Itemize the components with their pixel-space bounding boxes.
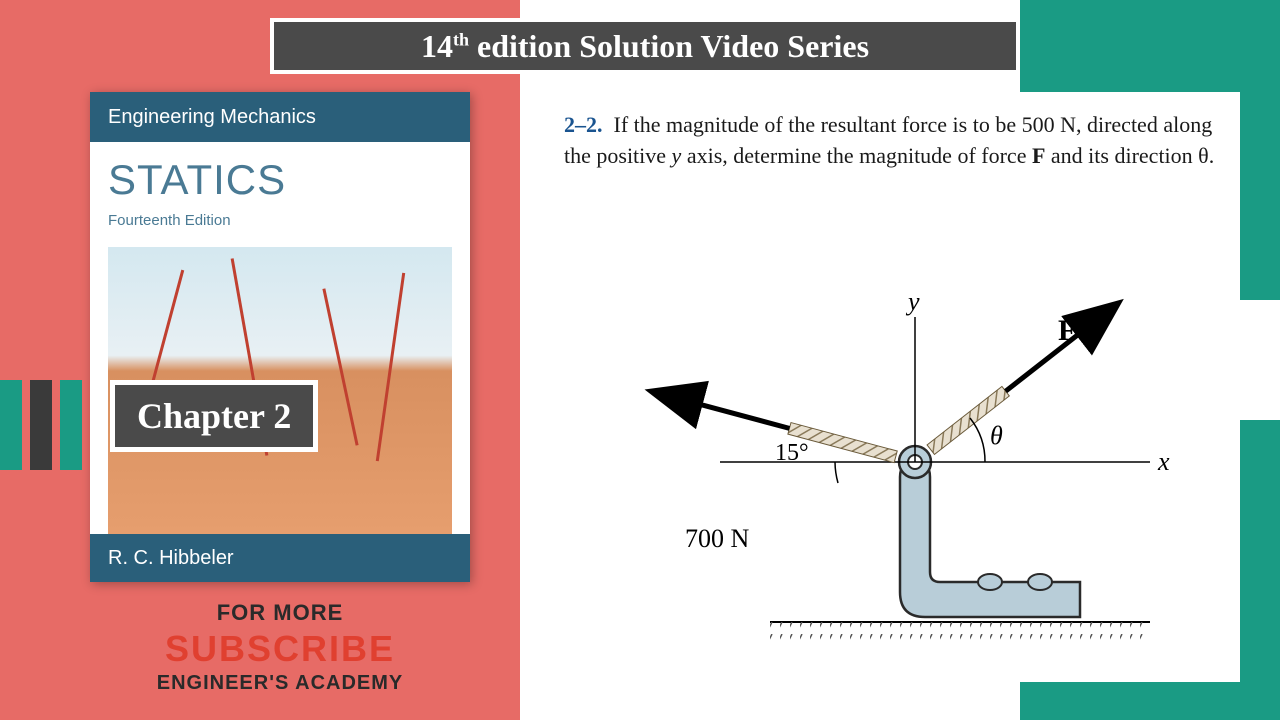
promo-line3: ENGINEER'S ACADEMY [90, 672, 470, 695]
problem-statement: 2–2. If the magnitude of the resultant f… [564, 110, 1216, 172]
book-cover: Engineering Mechanics STATICS Fourteenth… [90, 92, 470, 582]
x-axis-label: x [1157, 447, 1170, 476]
angle-label: 15° [775, 440, 809, 466]
problem-panel: 2–2. If the magnitude of the resultant f… [540, 92, 1240, 682]
promo-block: FOR MORE SUBSCRIBE ENGINEER'S ACADEMY [90, 600, 470, 695]
theta-label: θ [990, 421, 1003, 450]
force-diagram: y x θ 15° 700 N F [590, 262, 1190, 662]
book-series: Engineering Mechanics [90, 92, 470, 142]
book-author: R. C. Hibbeler [90, 534, 470, 582]
promo-line2: SUBSCRIBE [90, 628, 470, 670]
F-label: F [1058, 314, 1076, 347]
promo-line1: FOR MORE [90, 600, 470, 626]
chapter-badge: Chapter 2 [110, 380, 318, 452]
force-label: 700 N [685, 524, 750, 553]
title-banner: 14th edition Solution Video Series [270, 18, 1020, 74]
accent-bars [0, 380, 90, 470]
book-edition: Fourteenth Edition [90, 208, 470, 239]
y-axis-label: y [905, 287, 920, 316]
book-title: STATICS [90, 142, 470, 208]
